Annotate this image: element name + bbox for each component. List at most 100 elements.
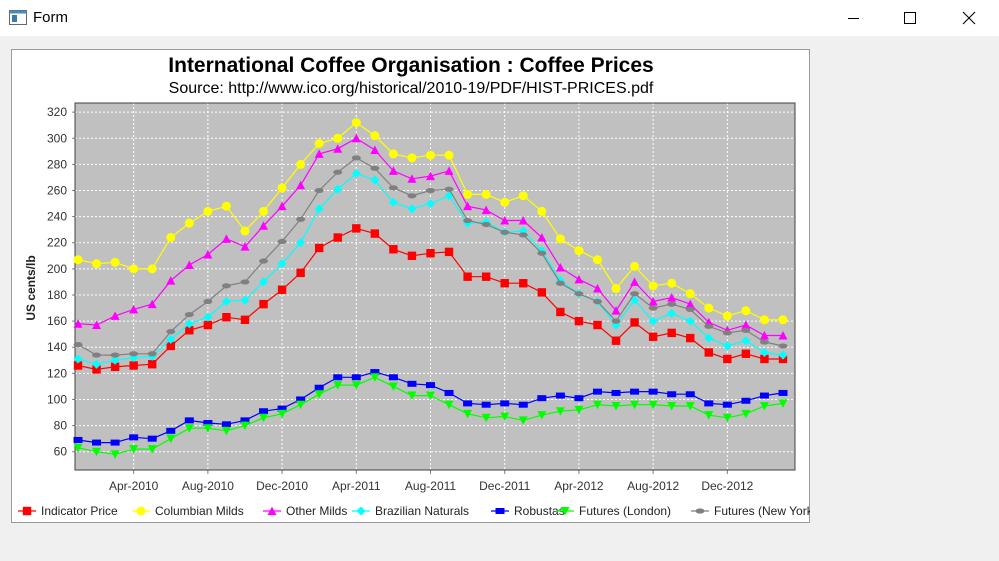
data-point-futures-london (518, 416, 528, 425)
legend-label-indicator-price: Indicator Price (41, 504, 118, 518)
data-point-robustas (351, 374, 361, 381)
data-point-futures-london (370, 373, 380, 382)
data-point-robustas (333, 374, 343, 381)
data-point-columbian-milds (426, 150, 435, 160)
legend-label-robustas: Robustas (514, 504, 565, 518)
chart-subtitle: Source: http://www.ico.org/historical/20… (169, 80, 654, 97)
legend-label-brazilian-naturals: Brazilian Naturals (375, 504, 469, 518)
form-app-icon (9, 10, 27, 25)
data-point-robustas (481, 401, 491, 408)
x-tick-label: Apr-2011 (332, 479, 381, 493)
data-point-robustas (203, 419, 213, 426)
x-tick-label: Apr-2010 (109, 479, 159, 493)
data-point-futures-london (351, 381, 361, 390)
data-point-columbian-milds (722, 311, 732, 321)
data-point-futures-new-york (500, 229, 510, 235)
data-point-futures-new-york (129, 351, 139, 357)
data-point-futures-new-york (240, 279, 250, 285)
data-point-indicator-price (277, 285, 287, 294)
data-point-other-milds (407, 174, 417, 183)
data-point-columbian-milds (741, 306, 751, 316)
data-point-futures-london (388, 382, 398, 391)
close-button[interactable] (940, 0, 998, 36)
data-point-futures-london (555, 407, 565, 416)
data-point-robustas (630, 388, 640, 395)
data-point-brazilian-naturals (388, 197, 398, 207)
data-point-indicator-price (92, 365, 101, 374)
y-tick-label: 220 (47, 236, 67, 250)
data-point-robustas (722, 401, 732, 408)
minimize-button[interactable] (825, 0, 883, 36)
x-tick-label: Dec-2012 (701, 479, 753, 493)
data-point-indicator-price (203, 320, 213, 330)
data-point-columbian-milds (333, 133, 343, 143)
data-point-other-milds (259, 221, 269, 230)
data-point-other-milds (73, 319, 83, 328)
data-point-other-milds (500, 216, 510, 225)
legend-marker-brazilian-naturals (356, 506, 366, 516)
data-point-brazilian-naturals (221, 297, 231, 307)
y-tick-label: 280 (47, 157, 67, 171)
y-tick-label: 100 (47, 392, 67, 406)
data-point-robustas (73, 436, 83, 443)
data-point-other-milds (555, 263, 565, 272)
data-point-columbian-milds (277, 183, 287, 193)
data-point-futures-london (500, 412, 510, 421)
data-point-brazilian-naturals (166, 334, 176, 344)
data-point-other-milds (444, 166, 454, 175)
plot-area (75, 103, 795, 470)
data-point-other-milds (630, 277, 640, 286)
data-point-futures-new-york (221, 283, 231, 289)
data-point-robustas (240, 417, 250, 424)
data-point-futures-new-york (741, 327, 751, 333)
data-point-robustas (778, 389, 788, 396)
data-point-other-milds (667, 293, 677, 302)
y-tick-label: 160 (47, 314, 67, 328)
data-point-futures-london (611, 402, 621, 411)
data-point-robustas (314, 384, 324, 391)
maximize-icon (904, 12, 916, 24)
data-point-columbian-milds (685, 289, 695, 299)
data-point-indicator-price (370, 229, 380, 238)
data-point-futures-new-york (351, 155, 361, 161)
data-point-futures-new-york (444, 186, 454, 192)
data-point-robustas (592, 388, 602, 395)
data-point-futures-new-york (166, 328, 176, 335)
data-point-brazilian-naturals (73, 354, 83, 364)
data-point-robustas (296, 396, 306, 403)
data-point-indicator-price (222, 312, 231, 322)
data-point-columbian-milds (129, 264, 139, 274)
data-point-indicator-price (500, 279, 509, 288)
data-point-futures-london (203, 424, 213, 433)
data-point-brazilian-naturals (296, 238, 306, 248)
y-tick-label: 240 (47, 210, 67, 224)
data-point-indicator-price (686, 333, 695, 343)
plot-frame (74, 102, 796, 471)
data-point-columbian-milds (574, 246, 584, 256)
data-point-indicator-price (240, 315, 250, 325)
data-point-futures-london (574, 405, 584, 415)
data-point-columbian-milds (110, 257, 120, 267)
data-point-brazilian-naturals (667, 308, 677, 318)
data-point-columbian-milds (630, 261, 640, 271)
data-point-indicator-price (648, 332, 658, 341)
data-point-futures-london (73, 443, 83, 453)
data-point-columbian-milds (203, 206, 213, 216)
data-point-futures-new-york (296, 216, 306, 222)
data-point-robustas (370, 369, 380, 376)
data-point-indicator-price (407, 251, 417, 261)
data-point-futures-new-york (110, 352, 120, 358)
data-point-columbian-milds (611, 283, 621, 293)
y-tick-label: 120 (47, 366, 67, 380)
data-point-futures-london (592, 400, 602, 410)
data-point-indicator-price (296, 268, 305, 277)
data-point-robustas (259, 408, 269, 415)
data-point-brazilian-naturals (759, 347, 769, 357)
maximize-button[interactable] (881, 0, 939, 36)
data-point-indicator-price (166, 341, 175, 351)
data-point-brazilian-naturals (741, 336, 751, 346)
data-point-indicator-price (537, 288, 547, 297)
coffee-price-chart: International Coffee Organisation : Coff… (18, 54, 810, 518)
data-point-indicator-price (314, 243, 324, 253)
data-point-indicator-price (444, 247, 454, 257)
